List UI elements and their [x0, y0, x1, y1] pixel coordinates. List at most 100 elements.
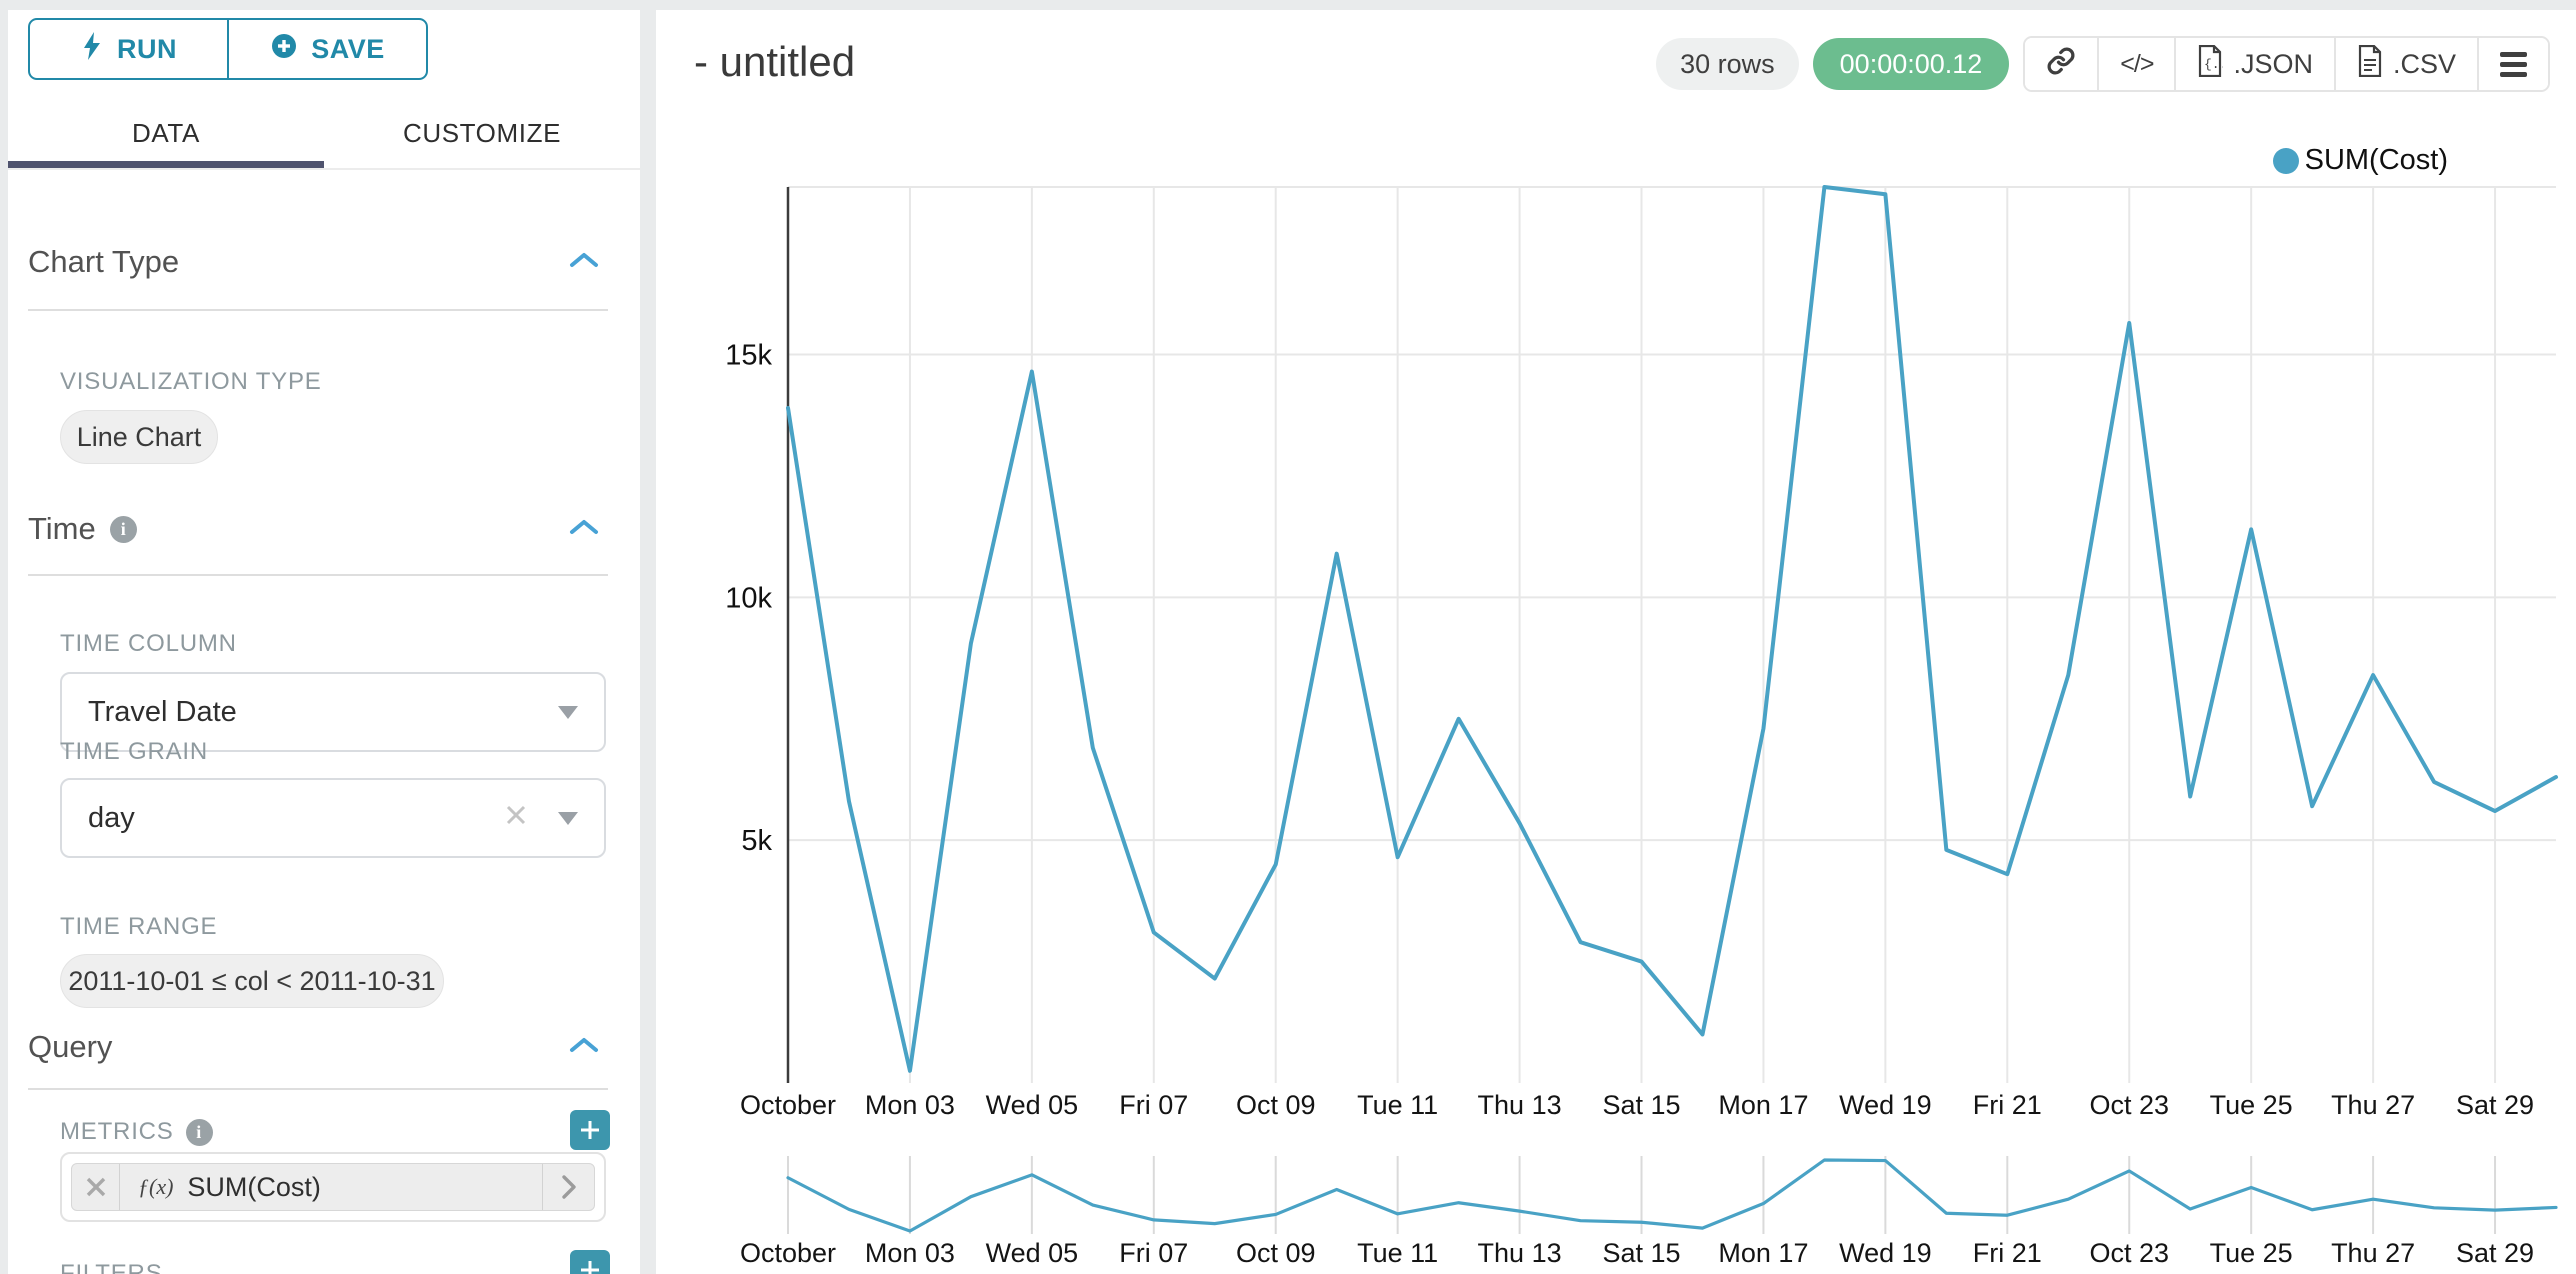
time-grain-label: TIME GRAIN — [60, 738, 209, 765]
main-series-line[interactable] — [786, 185, 2558, 1073]
chart-type-section-title: Chart Type — [28, 244, 180, 279]
x-axis-tick-label: Wed 05 — [986, 1090, 1079, 1120]
hamburger-menu-icon — [2500, 51, 2527, 77]
time-column-label: TIME COLUMN — [60, 630, 237, 657]
mini-x-axis-tick-label: October — [740, 1238, 836, 1268]
tab-customize-label: CUSTOMIZE — [402, 117, 562, 148]
x-axis-tick-label: Mon 17 — [1718, 1090, 1808, 1120]
export-csv-button[interactable]: .CSV — [2333, 38, 2477, 90]
viz-type-value: Line Chart — [76, 421, 202, 452]
viz-type-label: VISUALIZATION TYPE — [60, 368, 322, 395]
section-divider — [28, 1088, 608, 1090]
metric-label[interactable]: ƒ(x) SUM(Cost) — [120, 1164, 542, 1210]
mini-x-axis-tick-label: Oct 09 — [1236, 1238, 1316, 1268]
mini-x-axis-tick-label: Mon 03 — [865, 1238, 955, 1268]
x-axis-tick-label: Oct 23 — [2089, 1090, 2169, 1120]
export-json-button[interactable]: {..} .JSON — [2174, 38, 2334, 90]
x-axis-tick-label: Fri 07 — [1119, 1090, 1188, 1120]
time-column-select[interactable]: Travel Date — [60, 672, 606, 752]
x-axis-tick-label: October — [740, 1090, 836, 1120]
mini-x-axis-tick-label: Fri 07 — [1119, 1238, 1188, 1268]
mini-series-line — [786, 1158, 2558, 1233]
save-button-label: SAVE — [311, 33, 385, 64]
chart-header-actions: 30 rows 00:00:00.12 </> {..} .JSON — [1656, 36, 2550, 92]
query-section-header: Query — [28, 1029, 600, 1065]
export-button-group: </> {..} .JSON .CSV — [2023, 36, 2550, 92]
chevron-up-icon[interactable] — [568, 518, 600, 541]
caret-down-icon — [558, 811, 578, 825]
info-icon[interactable]: i — [185, 1118, 213, 1146]
code-icon: </> — [2120, 49, 2154, 78]
metric-expand-button[interactable] — [542, 1164, 594, 1210]
row-count-badge: 30 rows — [1656, 38, 1799, 90]
metrics-label: METRICS i — [60, 1118, 213, 1146]
x-axis-tick-label: Fri 21 — [1973, 1090, 2042, 1120]
time-grain-select[interactable]: day — [60, 778, 606, 858]
mini-x-axis-tick-label: Wed 05 — [986, 1238, 1079, 1268]
x-axis-tick-label: Thu 13 — [1478, 1090, 1562, 1120]
fx-badge: ƒ(x) — [138, 1174, 174, 1199]
csv-file-icon — [2357, 44, 2383, 84]
y-axis-tick-label: 15k — [725, 340, 772, 372]
add-filter-button[interactable] — [570, 1250, 610, 1274]
tab-customize[interactable]: CUSTOMIZE — [324, 98, 640, 168]
mini-x-axis-tick-label: Fri 21 — [1973, 1238, 2042, 1268]
y-axis-tick-label: 5k — [741, 825, 772, 857]
chart-type-section-header: Chart Type — [28, 244, 600, 280]
metric-pill: ƒ(x) SUM(Cost) — [71, 1163, 595, 1211]
time-range-label: TIME RANGE — [60, 913, 218, 940]
time-range-pill[interactable]: 2011-10-01 ≤ col < 2011-10-31 — [60, 954, 444, 1008]
mini-x-axis-tick-label: Mon 17 — [1718, 1238, 1808, 1268]
metric-remove-button[interactable] — [72, 1164, 120, 1210]
mini-x-axis-tick-label: Tue 11 — [1357, 1238, 1438, 1268]
share-link-button[interactable] — [2025, 38, 2098, 90]
tab-data-label: DATA — [132, 117, 200, 148]
tab-data[interactable]: DATA — [8, 98, 324, 168]
run-save-button-group: RUN SAVE — [28, 18, 428, 80]
x-axis-tick-label: Sat 15 — [1602, 1090, 1680, 1120]
time-column-value: Travel Date — [88, 695, 237, 728]
y-axis-tick-label: 10k — [725, 582, 772, 614]
x-axis-tick-label: Wed 19 — [1839, 1090, 1932, 1120]
line-chart: 5k 10k 15k October October Mon 03 Mon 03 Wed 05… — [725, 185, 2558, 1268]
chevron-up-icon[interactable] — [568, 251, 600, 274]
mini-x-axis-tick-label: Sat 29 — [2456, 1238, 2534, 1268]
metric-control: ƒ(x) SUM(Cost) — [60, 1152, 606, 1222]
mini-x-axis-tick-label: Sat 15 — [1602, 1238, 1680, 1268]
chart-legend[interactable]: SUM(Cost) — [2272, 144, 2448, 177]
legend-series-dot — [2272, 147, 2299, 174]
panel-tabs: DATA CUSTOMIZE — [8, 98, 640, 170]
more-menu-button[interactable] — [2477, 38, 2548, 90]
chart-panel: - untitled 30 rows 00:00:00.12 </> {..} … — [656, 10, 2576, 1274]
chart-title[interactable]: - untitled — [694, 38, 856, 85]
mini-x-axis-tick-label: Thu 27 — [2331, 1238, 2415, 1268]
time-grain-value: day — [88, 801, 135, 834]
time-section-header: Time i — [28, 511, 600, 547]
link-icon — [2046, 46, 2076, 83]
time-section-title: Time — [28, 511, 96, 546]
run-button[interactable]: RUN — [30, 20, 227, 78]
save-button[interactable]: SAVE — [227, 20, 426, 78]
x-axis-tick-label: Tue 25 — [2210, 1090, 2293, 1120]
metric-name: SUM(Cost) — [187, 1171, 321, 1202]
x-axis-tick-label: Oct 09 — [1236, 1090, 1316, 1120]
export-json-label: .JSON — [2233, 48, 2313, 79]
info-icon[interactable]: i — [109, 515, 137, 543]
mini-x-axis-tick-label: Thu 13 — [1478, 1238, 1562, 1268]
metrics-label-text: METRICS — [60, 1118, 174, 1145]
mini-chart-brush[interactable] — [788, 1156, 2556, 1234]
viz-type-pill[interactable]: Line Chart — [60, 410, 218, 464]
x-axis-tick-label: Mon 03 — [865, 1090, 955, 1120]
x-axis-tick-label: Sat 29 — [2456, 1090, 2534, 1120]
filters-label: FILTERS — [60, 1260, 163, 1274]
chevron-up-icon[interactable] — [568, 1036, 600, 1059]
query-section-title: Query — [28, 1029, 113, 1064]
time-range-value: 2011-10-01 ≤ col < 2011-10-31 — [68, 965, 436, 996]
mini-x-axis-tick-label: Wed 19 — [1839, 1238, 1932, 1268]
view-query-button[interactable]: </> — [2097, 38, 2175, 90]
run-button-label: RUN — [117, 33, 177, 64]
add-metric-button[interactable] — [570, 1110, 610, 1150]
mini-x-axis-tick-label: Oct 23 — [2089, 1238, 2169, 1268]
plus-circle-icon — [270, 32, 298, 67]
clear-x-icon[interactable] — [504, 802, 528, 835]
